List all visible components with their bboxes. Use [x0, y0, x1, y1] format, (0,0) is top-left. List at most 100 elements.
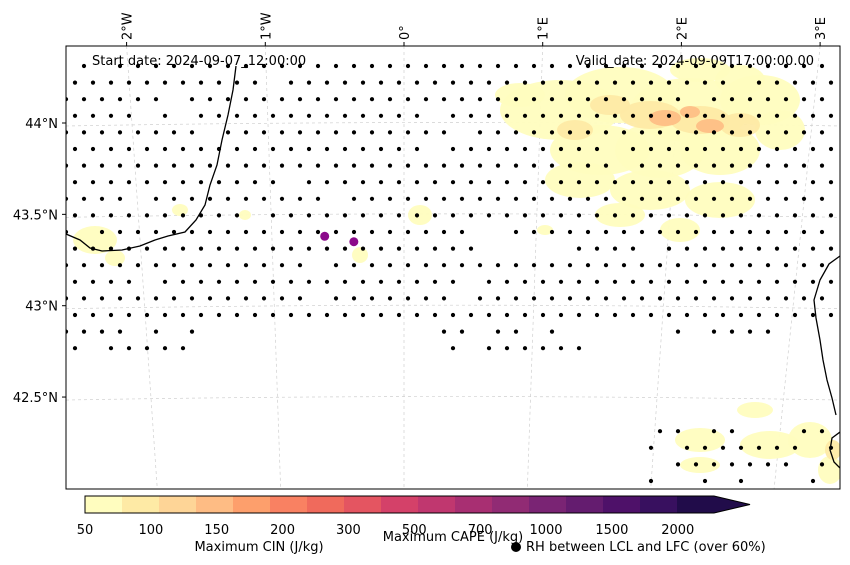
rh-dot	[657, 429, 663, 434]
colorbar-segment	[196, 496, 233, 513]
rh-dot	[792, 312, 798, 318]
rh-dot	[810, 146, 816, 152]
rh-dot	[594, 279, 600, 284]
rh-dot	[666, 146, 672, 152]
rh-dot	[477, 63, 483, 69]
rh-dot	[657, 163, 663, 168]
rh-dot	[594, 146, 600, 152]
cape-shading	[73, 58, 840, 484]
rh-dot	[360, 312, 366, 318]
rh-dot	[720, 80, 726, 85]
rh-dot	[729, 462, 735, 467]
rh-dot	[324, 146, 330, 152]
lat-tick-label: 43.5°N	[13, 208, 58, 223]
latitude-ticks: 44°N 43.5°N 43°N 42.5°N	[13, 117, 66, 406]
rh-dot	[162, 180, 168, 185]
rh-dot	[81, 263, 87, 268]
rh-dot	[135, 63, 141, 69]
rh-dot	[621, 63, 627, 69]
rh-dot	[270, 312, 276, 318]
rh-dot	[423, 130, 429, 135]
rh-dot	[162, 80, 168, 85]
rh-dot	[315, 163, 321, 168]
rh-dot	[252, 113, 258, 118]
rh-dot	[648, 180, 654, 185]
lon-tick-label: 0°	[398, 25, 413, 40]
rh-dot	[486, 213, 492, 218]
colorbar-tick-label: 200	[270, 523, 295, 538]
rh-dot	[207, 196, 213, 201]
rh-dot	[162, 346, 168, 351]
rh-dot	[108, 312, 114, 318]
rh-dot	[450, 346, 456, 351]
rh-dot	[378, 113, 384, 118]
rh-dot	[783, 196, 789, 201]
rh-dot	[144, 246, 150, 251]
rh-dot	[774, 246, 780, 251]
rh-dot	[351, 97, 357, 102]
rh-dot	[360, 213, 366, 218]
rh-dot	[441, 229, 447, 235]
rh-dot	[117, 63, 123, 69]
rh-dot	[666, 180, 672, 185]
rh-dot	[126, 279, 132, 284]
rh-dot	[117, 296, 123, 301]
rh-dot	[207, 263, 213, 268]
rh-dot	[342, 312, 348, 318]
rh-dot	[585, 296, 591, 301]
rh-dot	[351, 263, 357, 268]
rh-dot	[639, 196, 645, 201]
lon-gridline	[264, 46, 281, 489]
rh-dot	[765, 163, 771, 168]
rh-dot	[576, 146, 582, 152]
rh-dot	[234, 113, 240, 118]
rh-dot	[252, 180, 258, 185]
rh-dot	[162, 246, 168, 251]
rh-dot	[585, 130, 591, 135]
rh-dot	[378, 80, 384, 85]
rh-dot	[459, 196, 465, 201]
colorbar-segment	[677, 496, 714, 513]
rh-dot	[747, 263, 753, 268]
rh-dot	[261, 163, 267, 168]
rh-dot	[117, 130, 123, 135]
rh-dot	[306, 312, 312, 318]
rh-dot	[405, 97, 411, 102]
rh-dot	[66, 97, 69, 102]
rh-dot	[261, 229, 267, 235]
rh-dot	[171, 196, 177, 201]
rh-dot	[189, 329, 195, 334]
rh-dot	[693, 163, 699, 168]
rh-dot	[117, 263, 123, 268]
rh-dot	[819, 229, 825, 235]
rh-dot	[747, 130, 753, 135]
rh-dot	[513, 229, 519, 235]
rh-dot	[459, 329, 465, 334]
rh-dot	[72, 146, 78, 152]
rh-dot	[243, 263, 249, 268]
valid-date-label: Valid_date: 2024-09-09T17:00:00.00	[576, 54, 814, 69]
rh-dot	[414, 213, 420, 218]
rh-dot	[828, 113, 834, 118]
rh-dot	[90, 146, 96, 152]
rh-dot	[396, 246, 402, 251]
cape-patch	[685, 182, 755, 218]
lon-tick-label: 1°E	[537, 17, 552, 40]
rh-dot	[783, 462, 789, 467]
rh-dot	[423, 296, 429, 301]
rh-dot	[612, 246, 618, 251]
cape-patch	[537, 225, 553, 235]
rh-dot	[486, 180, 492, 185]
rh-dot	[621, 130, 627, 135]
rh-dot	[603, 296, 609, 301]
rh-dot	[603, 196, 609, 201]
rh-dot	[171, 296, 177, 301]
rh-dot	[720, 445, 726, 450]
cape-patch	[590, 95, 630, 115]
rh-dot	[387, 196, 393, 201]
rh-dot	[126, 146, 132, 152]
rh-dot	[558, 80, 564, 85]
rh-dot	[72, 213, 78, 218]
rh-dot	[792, 113, 798, 118]
rh-dot	[144, 180, 150, 185]
